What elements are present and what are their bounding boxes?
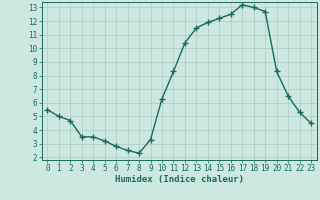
X-axis label: Humidex (Indice chaleur): Humidex (Indice chaleur) xyxy=(115,175,244,184)
